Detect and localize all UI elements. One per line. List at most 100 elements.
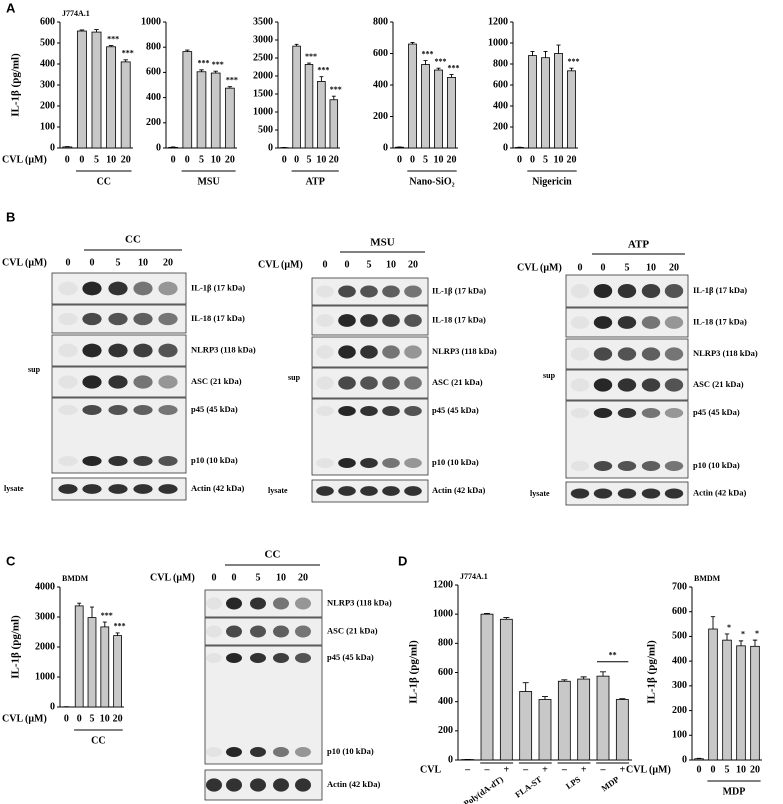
- lane-label: 20: [298, 572, 308, 583]
- band-label: ASC (21 kDa): [693, 379, 744, 389]
- x-tick-label: 20: [567, 154, 577, 165]
- band: [593, 316, 613, 329]
- bar: [106, 46, 117, 149]
- error-bar: [543, 50, 548, 58]
- x-tick-label: 0: [294, 154, 299, 165]
- band: [617, 488, 637, 499]
- band: [273, 653, 289, 663]
- band: [82, 312, 102, 326]
- column-header: CVL (μM): [258, 259, 303, 270]
- bar: [577, 678, 591, 761]
- y-tick-label: 600: [146, 67, 161, 78]
- group-label: LPS: [564, 774, 583, 791]
- y-tick-label: 0: [268, 142, 273, 153]
- band: [108, 405, 128, 415]
- band: [338, 285, 356, 298]
- bar: [596, 675, 610, 761]
- y-axis-label: IL-1β (pg/ml): [10, 53, 22, 117]
- band-label: ASC (21 kDa): [327, 625, 378, 635]
- significance: ***: [226, 75, 238, 84]
- error-bar: [199, 69, 204, 72]
- significance: ***: [435, 57, 447, 66]
- y-tick-label: 800: [146, 41, 161, 52]
- x-tick-label: 0: [530, 154, 535, 165]
- band: [273, 778, 289, 792]
- significance: ***: [317, 66, 329, 75]
- y-tick-label: 2000: [253, 70, 273, 81]
- band: [226, 625, 242, 638]
- band: [226, 778, 242, 792]
- band: [382, 458, 400, 468]
- band-label: NLRP3 (118 kDa): [432, 346, 497, 356]
- bar: [182, 51, 193, 149]
- y-tick-label: 0: [448, 754, 453, 765]
- band: [404, 345, 422, 359]
- significance: ***: [212, 60, 224, 69]
- band: [664, 408, 684, 418]
- band: [617, 378, 637, 392]
- y-tick-label: 200: [493, 121, 508, 132]
- group-label: Nigericin: [532, 176, 572, 187]
- x-tick-label: –: [522, 764, 529, 775]
- band: [360, 406, 378, 416]
- band: [593, 488, 613, 499]
- band: [158, 281, 178, 296]
- x-tick-label: +: [619, 764, 625, 775]
- group-label: Poly(dA-dT): [462, 774, 505, 804]
- band: [250, 625, 266, 638]
- side-label: sup: [288, 373, 301, 382]
- band: [641, 461, 661, 471]
- y-tick-label: 1000: [433, 608, 453, 619]
- band: [570, 461, 590, 471]
- significance: **: [609, 651, 617, 660]
- band: [593, 378, 613, 392]
- x-tick-label: 20: [447, 154, 457, 165]
- band-label: p45 (45 kDa): [693, 407, 740, 417]
- band: [133, 312, 153, 326]
- lane-label: 0: [601, 262, 606, 273]
- y-tick-label: 200: [373, 111, 388, 122]
- band: [295, 625, 311, 638]
- x-tick-label: 0: [65, 154, 70, 165]
- column-header: CVL (μM): [517, 262, 562, 273]
- band: [382, 376, 400, 390]
- band: [570, 347, 590, 361]
- group-label: FLA-ST: [513, 774, 544, 800]
- band: [82, 281, 102, 296]
- band: [382, 406, 400, 416]
- band: [133, 281, 153, 296]
- x-tick-label: 0: [79, 154, 84, 165]
- bar: [567, 70, 576, 149]
- y-tick-label: 800: [373, 16, 388, 27]
- band-label: p45 (45 kDa): [191, 404, 238, 414]
- lane-label: 0: [232, 572, 237, 583]
- y-tick-label: 1200: [433, 579, 453, 590]
- lane-label: 10: [138, 257, 148, 268]
- band: [664, 488, 684, 499]
- x-tick-label: 10: [316, 154, 326, 165]
- error-bar: [115, 632, 120, 636]
- band: [108, 312, 128, 326]
- band-label: Actin (42 kDa): [327, 779, 381, 789]
- x-tick-label: +: [542, 764, 548, 775]
- band: [133, 456, 153, 466]
- band: [617, 461, 637, 471]
- y-axis-label: IL-1β (pg/ml): [408, 640, 420, 704]
- y-tick-label: 1000: [141, 16, 161, 27]
- lane-label: 0: [90, 257, 95, 268]
- band-label: IL-1β (17 kDa): [191, 282, 245, 292]
- band-label: p10 (10 kDa): [432, 457, 479, 467]
- error-bar: [580, 676, 587, 680]
- significance: ***: [330, 85, 342, 94]
- bar: [408, 43, 417, 149]
- band: [641, 378, 661, 392]
- band: [206, 778, 222, 792]
- bar: [694, 758, 704, 761]
- blot-title: CC: [265, 549, 281, 561]
- x-tick-label: 20: [121, 154, 131, 165]
- row-label: CVL: [420, 764, 441, 775]
- significance: ***: [305, 52, 317, 61]
- y-tick-label: 0: [682, 754, 687, 765]
- group-label: ATP: [306, 176, 325, 187]
- bar: [447, 77, 456, 149]
